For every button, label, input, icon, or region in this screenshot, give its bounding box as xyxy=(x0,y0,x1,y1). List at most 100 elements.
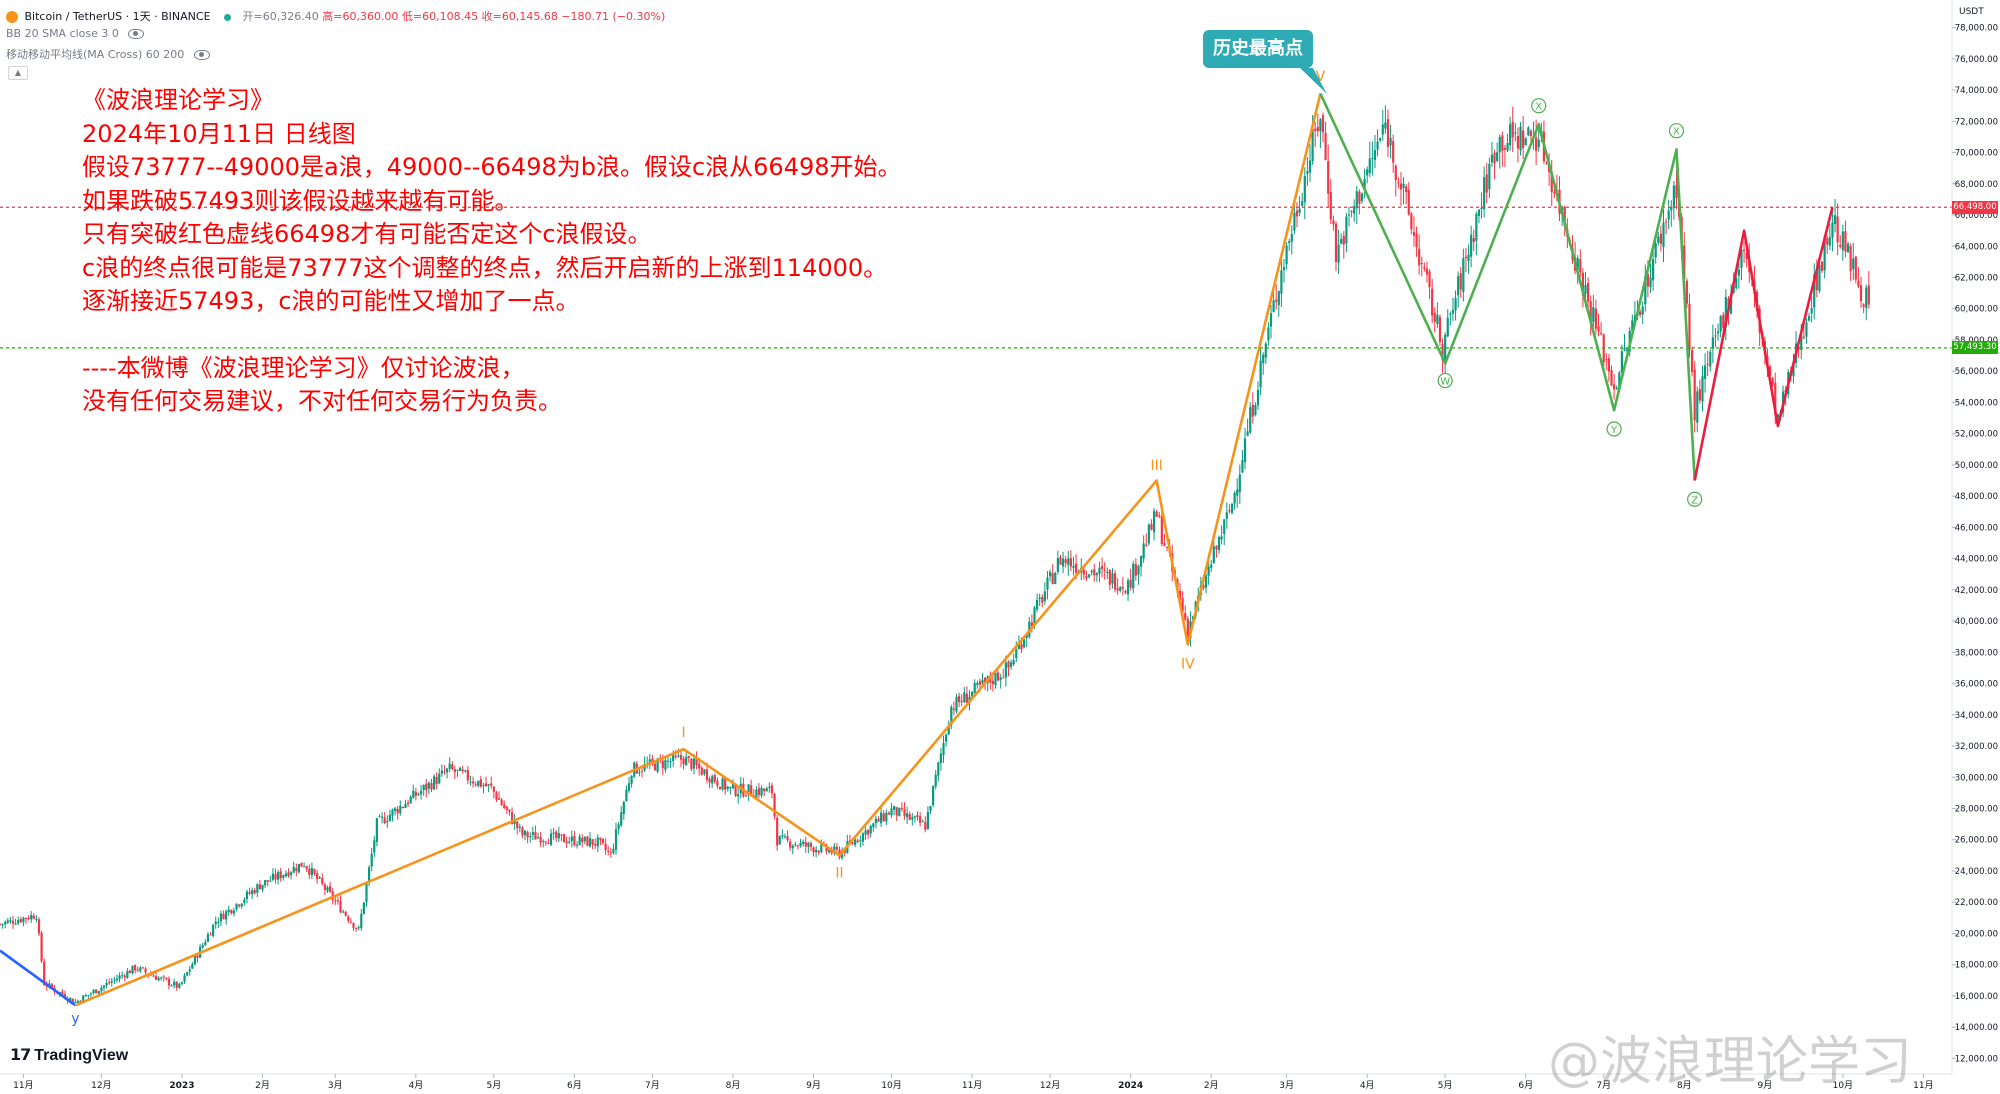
candle-body xyxy=(627,783,631,791)
candle-body xyxy=(1392,141,1395,163)
candle-body xyxy=(705,769,709,781)
candle-body xyxy=(755,789,758,798)
candle-body xyxy=(1137,566,1140,575)
candle-body xyxy=(1859,285,1863,302)
candle-body xyxy=(1594,308,1598,329)
candle-body xyxy=(1035,599,1039,610)
price-tick-label: 48,000.00 xyxy=(1955,492,1998,502)
candle-body xyxy=(1470,234,1473,257)
candle-body xyxy=(1857,280,1860,287)
tradingview-logo[interactable]: 𝟭𝟳 TradingView xyxy=(10,1045,128,1065)
wave-label-circle xyxy=(1606,421,1622,437)
candle-body xyxy=(102,985,106,988)
price-tick-label: 58,000.00 xyxy=(1955,336,1998,346)
candle-body xyxy=(1204,575,1208,588)
candle-body xyxy=(1308,160,1312,173)
indicator-bb[interactable]: BB 20 SMA close 3 0 xyxy=(6,27,145,40)
candle-body xyxy=(976,682,979,685)
currency-label[interactable]: USDT xyxy=(1959,7,1984,17)
time-tick-label: 11月 xyxy=(962,1080,982,1091)
candle-body xyxy=(1004,662,1007,678)
candle-body xyxy=(414,791,417,796)
candle-body xyxy=(1646,273,1649,287)
candle-body xyxy=(1241,460,1244,473)
candle-body xyxy=(570,836,573,841)
candle-body xyxy=(471,781,475,784)
candle-body xyxy=(1436,314,1439,324)
candle-body xyxy=(1155,511,1158,517)
candle-body xyxy=(180,982,184,984)
candle-body xyxy=(1667,210,1670,220)
candle-body xyxy=(880,812,883,824)
candle-body xyxy=(620,812,623,826)
candle-body xyxy=(191,964,194,969)
candle-body xyxy=(326,887,329,892)
candle-body xyxy=(958,695,961,702)
candle-body xyxy=(1147,524,1150,544)
price-tick-label: 62,000.00 xyxy=(1955,274,1998,284)
time-tick-label: 6月 xyxy=(567,1080,582,1091)
candle-body xyxy=(1641,306,1644,315)
candle-body xyxy=(1095,573,1098,576)
wave-y-leg xyxy=(0,949,77,1007)
candle-body xyxy=(310,867,314,876)
time-tick-label: 4月 xyxy=(409,1080,424,1091)
candle-body xyxy=(1009,662,1013,667)
candle-body xyxy=(812,847,815,853)
candle-body xyxy=(1228,510,1231,512)
candle-body xyxy=(820,844,823,853)
time-tick-label: 2024 xyxy=(1118,1081,1143,1091)
candle-body xyxy=(1706,363,1709,365)
collapse-legend-button[interactable]: ▲ xyxy=(8,66,28,80)
candle-body xyxy=(1334,223,1338,262)
candle-body xyxy=(1337,244,1340,263)
candle-body xyxy=(92,990,95,994)
candle-body xyxy=(261,884,264,890)
wave-label-w: W xyxy=(1440,377,1450,388)
candle-body xyxy=(965,693,969,703)
candle-body xyxy=(833,846,836,852)
candle-body xyxy=(867,829,870,835)
candle-body xyxy=(1703,365,1707,379)
candle-body xyxy=(406,802,410,805)
candle-body xyxy=(1659,233,1662,244)
candle-body xyxy=(165,977,168,980)
wave-label-circle xyxy=(1668,123,1685,139)
candle-body xyxy=(334,900,337,902)
candle-body xyxy=(877,818,880,822)
candles-layer xyxy=(0,105,1870,1005)
candle-body xyxy=(492,786,495,792)
candle-body xyxy=(1696,391,1699,423)
wave-label-ii: II xyxy=(835,866,843,882)
candle-body xyxy=(1724,297,1727,328)
candle-body xyxy=(718,786,722,790)
candle-body xyxy=(360,913,363,929)
candle-body xyxy=(614,829,618,850)
candle-body xyxy=(1256,390,1260,406)
candle-body xyxy=(794,844,797,846)
price-axis: 12,000.00 14,000.00 16,000.00 18,000.00 20,0… xyxy=(1951,0,2000,1094)
candle-body xyxy=(339,900,342,913)
candle-body xyxy=(575,844,579,846)
candle-body xyxy=(1389,137,1392,146)
candle-body xyxy=(1384,122,1387,129)
wave-label-i: I xyxy=(682,725,686,741)
eye-slash-icon[interactable] xyxy=(128,29,145,39)
candle-body xyxy=(316,873,319,880)
callout-pointer xyxy=(1300,68,1327,94)
candle-body xyxy=(1742,249,1746,252)
candle-body xyxy=(682,758,685,765)
eye-slash-icon[interactable] xyxy=(193,50,210,60)
annotation-line: c浪的终点很可能是73777这个调整的终点，然后开启新的上涨到114000。 xyxy=(82,253,888,282)
candle-body xyxy=(1301,201,1304,206)
candle-body xyxy=(1394,165,1397,181)
candle-body xyxy=(1142,543,1145,559)
price-tick-label: 76,000.00 xyxy=(1955,55,1998,65)
candle-body xyxy=(1846,243,1850,253)
time-tick-label: 5月 xyxy=(486,1080,501,1091)
candle-body xyxy=(193,955,197,965)
indicator-ma[interactable]: 移动移动平均线(MA Cross) 60 200 xyxy=(6,46,210,62)
symbol-title[interactable]: Bitcoin / TetherUS · 1天 · BINANCE xyxy=(24,10,211,23)
candle-body xyxy=(776,817,779,846)
